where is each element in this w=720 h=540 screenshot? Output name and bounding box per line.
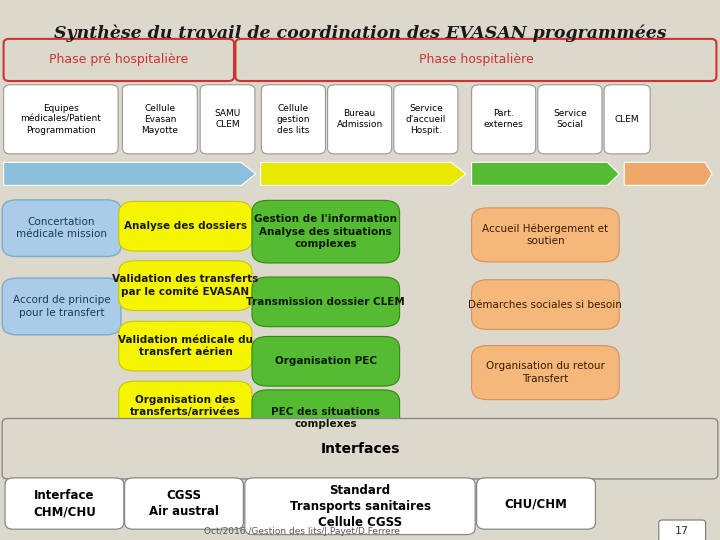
Text: Cellule
gestion
des lits: Cellule gestion des lits xyxy=(276,104,310,135)
FancyBboxPatch shape xyxy=(245,478,475,535)
FancyBboxPatch shape xyxy=(538,85,602,154)
Text: Accueil Hébergement et
soutien: Accueil Hébergement et soutien xyxy=(482,224,608,246)
FancyBboxPatch shape xyxy=(5,478,124,529)
FancyBboxPatch shape xyxy=(235,39,716,81)
Polygon shape xyxy=(472,163,619,185)
Text: Organisation du retour
Transfert: Organisation du retour Transfert xyxy=(486,361,605,384)
Text: Interface
CHM/CHU: Interface CHM/CHU xyxy=(33,489,96,518)
FancyBboxPatch shape xyxy=(328,85,392,154)
Text: Cellule
Evasan
Mayotte: Cellule Evasan Mayotte xyxy=(141,104,179,135)
FancyBboxPatch shape xyxy=(472,346,619,400)
FancyBboxPatch shape xyxy=(4,39,234,81)
Text: CGSS
Air austral: CGSS Air austral xyxy=(149,489,219,518)
FancyBboxPatch shape xyxy=(261,85,325,154)
FancyBboxPatch shape xyxy=(4,85,118,154)
Text: Service
Social: Service Social xyxy=(553,109,587,130)
Text: Standard
Transports sanitaires
Cellule CGSS: Standard Transports sanitaires Cellule C… xyxy=(289,484,431,529)
FancyBboxPatch shape xyxy=(119,261,252,310)
FancyBboxPatch shape xyxy=(472,208,619,262)
Text: 17: 17 xyxy=(675,526,689,536)
FancyBboxPatch shape xyxy=(252,200,400,263)
FancyBboxPatch shape xyxy=(125,478,243,529)
FancyBboxPatch shape xyxy=(252,336,400,386)
FancyBboxPatch shape xyxy=(119,321,252,371)
FancyBboxPatch shape xyxy=(2,418,718,479)
Text: Validation médicale du
transfert aérien: Validation médicale du transfert aérien xyxy=(118,335,253,357)
Text: Service
d'accueil
Hospit.: Service d'accueil Hospit. xyxy=(405,104,446,135)
Polygon shape xyxy=(4,163,256,185)
Text: Organisation PEC: Organisation PEC xyxy=(275,356,377,366)
Text: Concertation
médicale mission: Concertation médicale mission xyxy=(16,217,107,239)
FancyBboxPatch shape xyxy=(2,278,121,335)
Text: Interfaces: Interfaces xyxy=(320,442,400,456)
Text: Accord de principe
pour le transfert: Accord de principe pour le transfert xyxy=(13,295,110,318)
Text: Phase hospitalière: Phase hospitalière xyxy=(418,53,534,66)
FancyBboxPatch shape xyxy=(119,381,252,431)
FancyBboxPatch shape xyxy=(472,280,619,329)
FancyBboxPatch shape xyxy=(200,85,255,154)
Text: Phase pré hospitalière: Phase pré hospitalière xyxy=(49,53,189,66)
Text: Part.
externes: Part. externes xyxy=(484,109,523,130)
Text: Equipes
médicales/Patient
Programmation: Equipes médicales/Patient Programmation xyxy=(20,104,102,135)
FancyBboxPatch shape xyxy=(659,520,706,540)
Polygon shape xyxy=(624,163,712,185)
Polygon shape xyxy=(261,163,466,185)
Text: Validation des transferts
par le comité EVASAN: Validation des transferts par le comité … xyxy=(112,274,258,297)
FancyBboxPatch shape xyxy=(394,85,458,154)
Text: Oct/2016 /Gestion des lits/J.Payet/D.Ferrere: Oct/2016 /Gestion des lits/J.Payet/D.Fer… xyxy=(204,526,400,536)
FancyBboxPatch shape xyxy=(472,85,536,154)
Text: CLEM: CLEM xyxy=(615,115,639,124)
FancyBboxPatch shape xyxy=(252,277,400,327)
Text: Organisation des
transferts/arrivées: Organisation des transferts/arrivées xyxy=(130,395,240,417)
Text: Gestion de l'information
Analyse des situations
complexes: Gestion de l'information Analyse des sit… xyxy=(254,214,397,249)
Text: CHU/CHM: CHU/CHM xyxy=(505,497,567,510)
FancyBboxPatch shape xyxy=(119,201,252,251)
Text: PEC des situations
complexes: PEC des situations complexes xyxy=(271,407,380,429)
FancyBboxPatch shape xyxy=(2,200,121,256)
Text: SAMU
CLEM: SAMU CLEM xyxy=(215,109,240,130)
Text: Transmission dossier CLEM: Transmission dossier CLEM xyxy=(246,297,405,307)
Text: Démarches sociales si besoin: Démarches sociales si besoin xyxy=(469,300,622,309)
FancyBboxPatch shape xyxy=(477,478,595,529)
Text: Bureau
Admission: Bureau Admission xyxy=(336,109,383,130)
Text: Synthèse du travail de coordination des EVASAN programmées: Synthèse du travail de coordination des … xyxy=(54,24,666,42)
FancyBboxPatch shape xyxy=(604,85,650,154)
Text: Analyse des dossiers: Analyse des dossiers xyxy=(124,221,247,231)
FancyBboxPatch shape xyxy=(122,85,197,154)
FancyBboxPatch shape xyxy=(252,390,400,447)
